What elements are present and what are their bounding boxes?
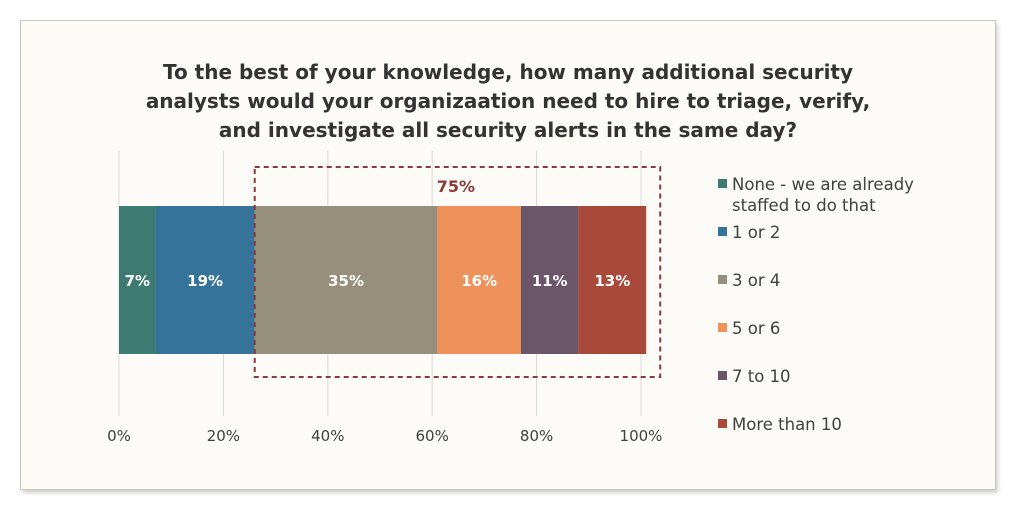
chart-frame: To the best of your knowledge, how many … xyxy=(20,20,996,490)
bar-segment xyxy=(520,206,579,354)
x-tick-label: 40% xyxy=(311,427,344,445)
legend-swatch xyxy=(718,419,727,428)
legend-label: 3 or 4 xyxy=(732,271,781,290)
bar-segment xyxy=(254,206,438,354)
legend-label: None - we are already staffed to do that xyxy=(732,175,914,215)
legend-label: 7 to 10 xyxy=(732,367,791,386)
legend-label: 1 or 2 xyxy=(732,223,781,242)
legend-swatch xyxy=(718,179,727,188)
chart-title: To the best of your knowledge, how many … xyxy=(21,58,995,145)
chart-title-line-3: and investigate all security alerts in t… xyxy=(218,118,798,142)
x-tick-label: 20% xyxy=(207,427,240,445)
legend-swatch xyxy=(718,275,727,284)
data-label: 11% xyxy=(532,272,568,290)
bar-segment xyxy=(119,206,156,354)
bar-segment xyxy=(437,206,521,354)
x-tick-label: 60% xyxy=(416,427,449,445)
stacked-bar-chart: 0% 20% 40% 60% 80% 100% 7% 19% 35% 16% 11% 13% 75% xyxy=(107,151,663,445)
data-label: 13% xyxy=(594,272,630,290)
legend-swatch xyxy=(718,227,727,236)
legend-swatch xyxy=(718,371,727,380)
bar-segment xyxy=(578,206,647,354)
data-label: 16% xyxy=(461,272,497,290)
x-tick-label: 80% xyxy=(520,427,553,445)
x-tick-label: 100% xyxy=(620,427,663,445)
legend-swatch xyxy=(718,323,727,332)
legend-label: 5 or 6 xyxy=(732,319,781,338)
x-tick-label: 0% xyxy=(107,427,131,445)
data-label: 7% xyxy=(125,272,150,290)
data-label: 35% xyxy=(328,272,364,290)
chart-title-line-1: To the best of your knowledge, how many … xyxy=(162,60,854,84)
chart-title-line-2: analysts would your organizaation need t… xyxy=(145,89,871,113)
legend-label: More than 10 xyxy=(732,415,842,434)
bar-segment xyxy=(155,206,255,354)
annotation-dashed-box xyxy=(253,166,662,378)
annotation-label: 75% xyxy=(437,177,475,196)
data-label: 19% xyxy=(187,272,223,290)
